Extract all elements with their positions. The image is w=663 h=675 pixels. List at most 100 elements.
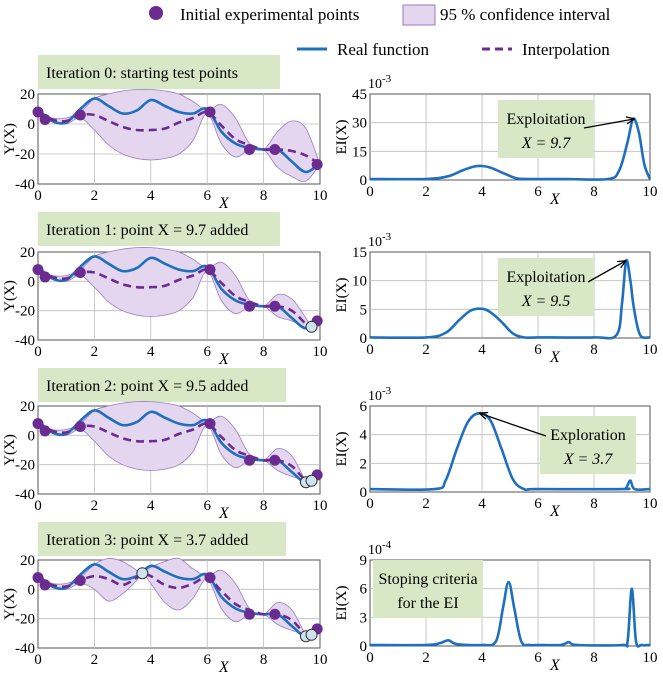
ei-panel-plot-frame bbox=[369, 559, 651, 647]
ei-panel-xtick-label: 2 bbox=[422, 184, 430, 200]
ei-panel-x-axis-label: X bbox=[549, 349, 561, 366]
y-panel-ytick-label: -40 bbox=[15, 641, 35, 657]
initial-point bbox=[269, 144, 281, 155]
annotation-arrowhead bbox=[478, 411, 489, 420]
ei-panel-xtick-label: 2 bbox=[422, 650, 430, 666]
annotation-box bbox=[498, 258, 594, 316]
y-panel-xtick-label: 6 bbox=[203, 498, 211, 514]
ei-exponent-label: 10-3 bbox=[368, 231, 392, 250]
interpolation-line bbox=[37, 571, 321, 638]
initial-point bbox=[74, 421, 86, 433]
ei-panel-xtick-label: 0 bbox=[366, 184, 374, 200]
iteration-title: Iteration 1: point X = 9.7 added bbox=[46, 222, 248, 239]
legend-real-label: Real function bbox=[337, 40, 430, 59]
y-panel-ytick-label: 0 bbox=[28, 582, 36, 598]
ei-panel-xtick-label: 8 bbox=[590, 496, 598, 512]
ei-panel-ytick-label: 0 bbox=[360, 639, 368, 655]
annotation-value: for the EI bbox=[397, 595, 458, 612]
legend-confidence-label: 95 % confidence interval bbox=[440, 5, 611, 24]
ei-panel-ytick-label: 45 bbox=[352, 87, 367, 103]
ei-panel-xtick-label: 2 bbox=[422, 496, 430, 512]
y-panel-ytick-label: -20 bbox=[15, 147, 35, 163]
initial-point bbox=[74, 109, 86, 121]
initial-point bbox=[32, 418, 44, 430]
panel-ei3: 0 2 4 6 8 10 0 3 6 9 X EI(X) 10-4 Stoping criteria for… bbox=[334, 539, 658, 674]
initial-point bbox=[311, 159, 323, 170]
y-panel-ytick-label: -20 bbox=[15, 304, 35, 320]
initial-point bbox=[39, 114, 51, 125]
ei-panel-x-axis-label: X bbox=[549, 503, 561, 520]
initial-point bbox=[244, 144, 255, 155]
ei-panel-ytick-label: 5 bbox=[360, 302, 368, 318]
y-panel-xtick-label: 8 bbox=[260, 652, 268, 668]
ei-panel-xtick-label: 6 bbox=[534, 184, 542, 200]
y-panel-xtick-label: 4 bbox=[147, 652, 155, 668]
y-panel-ytick-label: 20 bbox=[20, 399, 35, 415]
ei-panel-xtick-label: 10 bbox=[643, 342, 658, 358]
initial-point bbox=[204, 106, 216, 118]
ei-panel-xtick-label: 8 bbox=[590, 650, 598, 666]
y-panel-xtick-label: 4 bbox=[147, 188, 155, 204]
y-panel-y-axis-label: Y(X) bbox=[2, 434, 18, 466]
ei-exponent-label: 10-3 bbox=[368, 73, 392, 92]
ei-panel-ytick-label: 4 bbox=[360, 428, 368, 444]
y-panel-xtick-label: 2 bbox=[91, 652, 99, 668]
ei-panel-xtick-label: 6 bbox=[534, 342, 542, 358]
annotation-arrow bbox=[583, 118, 635, 129]
ei-line bbox=[369, 580, 651, 648]
ei-panel-xtick-label: 4 bbox=[478, 342, 486, 358]
y-panel-x-axis-label: X bbox=[218, 351, 230, 368]
y-panel-ytick-label: 20 bbox=[20, 87, 35, 103]
ei-panel-x-axis-label: X bbox=[549, 191, 561, 208]
interpolation-line bbox=[37, 422, 321, 484]
ei-panel-x-axis-label: X bbox=[549, 657, 561, 674]
annotation-label: Exploitation bbox=[506, 269, 585, 286]
y-panel-x-axis-label: X bbox=[218, 195, 230, 212]
initial-point bbox=[244, 454, 255, 466]
ei-panel-y-axis-label: EI(X) bbox=[334, 586, 350, 621]
y-panel-xtick-label: 4 bbox=[147, 344, 155, 360]
y-panel-xtick-label: 6 bbox=[203, 344, 211, 360]
iteration-title: Iteration 0: starting test points bbox=[46, 65, 238, 82]
y-panel-ytick-label: -20 bbox=[15, 612, 35, 628]
panel-y2: Iteration 2: point X = 9.5 added 0 2 4 6 8 10 -… bbox=[2, 368, 328, 522]
ei-panel-xtick-label: 0 bbox=[366, 650, 374, 666]
y-panel-xtick-label: 6 bbox=[203, 652, 211, 668]
y-panel-xtick-label: 0 bbox=[34, 498, 42, 514]
ei-exponent-label: 10-3 bbox=[368, 385, 392, 404]
initial-point bbox=[244, 300, 255, 312]
ei-panel-plot-frame bbox=[369, 93, 651, 181]
y-panel-ytick-label: 20 bbox=[20, 245, 35, 261]
ei-panel-y-axis-label: EI(X) bbox=[334, 120, 350, 155]
annotation-arrowhead bbox=[625, 116, 635, 125]
ei-panel-ytick-label: 0 bbox=[360, 173, 368, 189]
initial-point bbox=[204, 264, 216, 276]
interpolation-line bbox=[37, 268, 321, 329]
initial-point bbox=[244, 608, 255, 620]
y-panel-ytick-label: -40 bbox=[15, 487, 35, 503]
ei-panel-xtick-label: 0 bbox=[366, 496, 374, 512]
y-panel-ytick-label: -20 bbox=[15, 458, 35, 474]
y-panel-ytick-label: 0 bbox=[28, 117, 36, 133]
ei-panel-plot-frame bbox=[369, 251, 651, 339]
y-panel-y-axis-label: Y(X) bbox=[2, 123, 18, 155]
ei-panel-ytick-label: 0 bbox=[360, 485, 368, 501]
initial-point bbox=[269, 608, 281, 620]
ei-panel-y-axis-label: EI(X) bbox=[334, 278, 350, 313]
panel-ei0: 0 2 4 6 8 10 0 15 30 45 X EI(X) 10-3 Exploitation X = … bbox=[334, 73, 658, 208]
initial-point bbox=[39, 271, 51, 283]
initial-point bbox=[39, 579, 51, 591]
annotation-arrow bbox=[587, 260, 627, 283]
ei-panel-ytick-label: 10 bbox=[352, 274, 367, 290]
panel-y1: Iteration 1: point X = 9.7 added 0 2 4 6 8 10 -… bbox=[2, 212, 328, 368]
annotation-value: X = 3.7 bbox=[563, 451, 614, 468]
iteration-title: Iteration 3: point X = 3.7 added bbox=[46, 532, 248, 549]
ei-panel-ytick-label: 15 bbox=[352, 144, 367, 160]
y-panel-xtick-label: 2 bbox=[91, 498, 99, 514]
iteration-title-box bbox=[38, 368, 286, 402]
ei-panel-xtick-label: 4 bbox=[478, 496, 486, 512]
y-panel-ytick-label: 0 bbox=[28, 274, 36, 290]
ei-panel-ytick-label: 0 bbox=[360, 331, 368, 347]
ei-panel-plot-frame bbox=[369, 405, 651, 493]
